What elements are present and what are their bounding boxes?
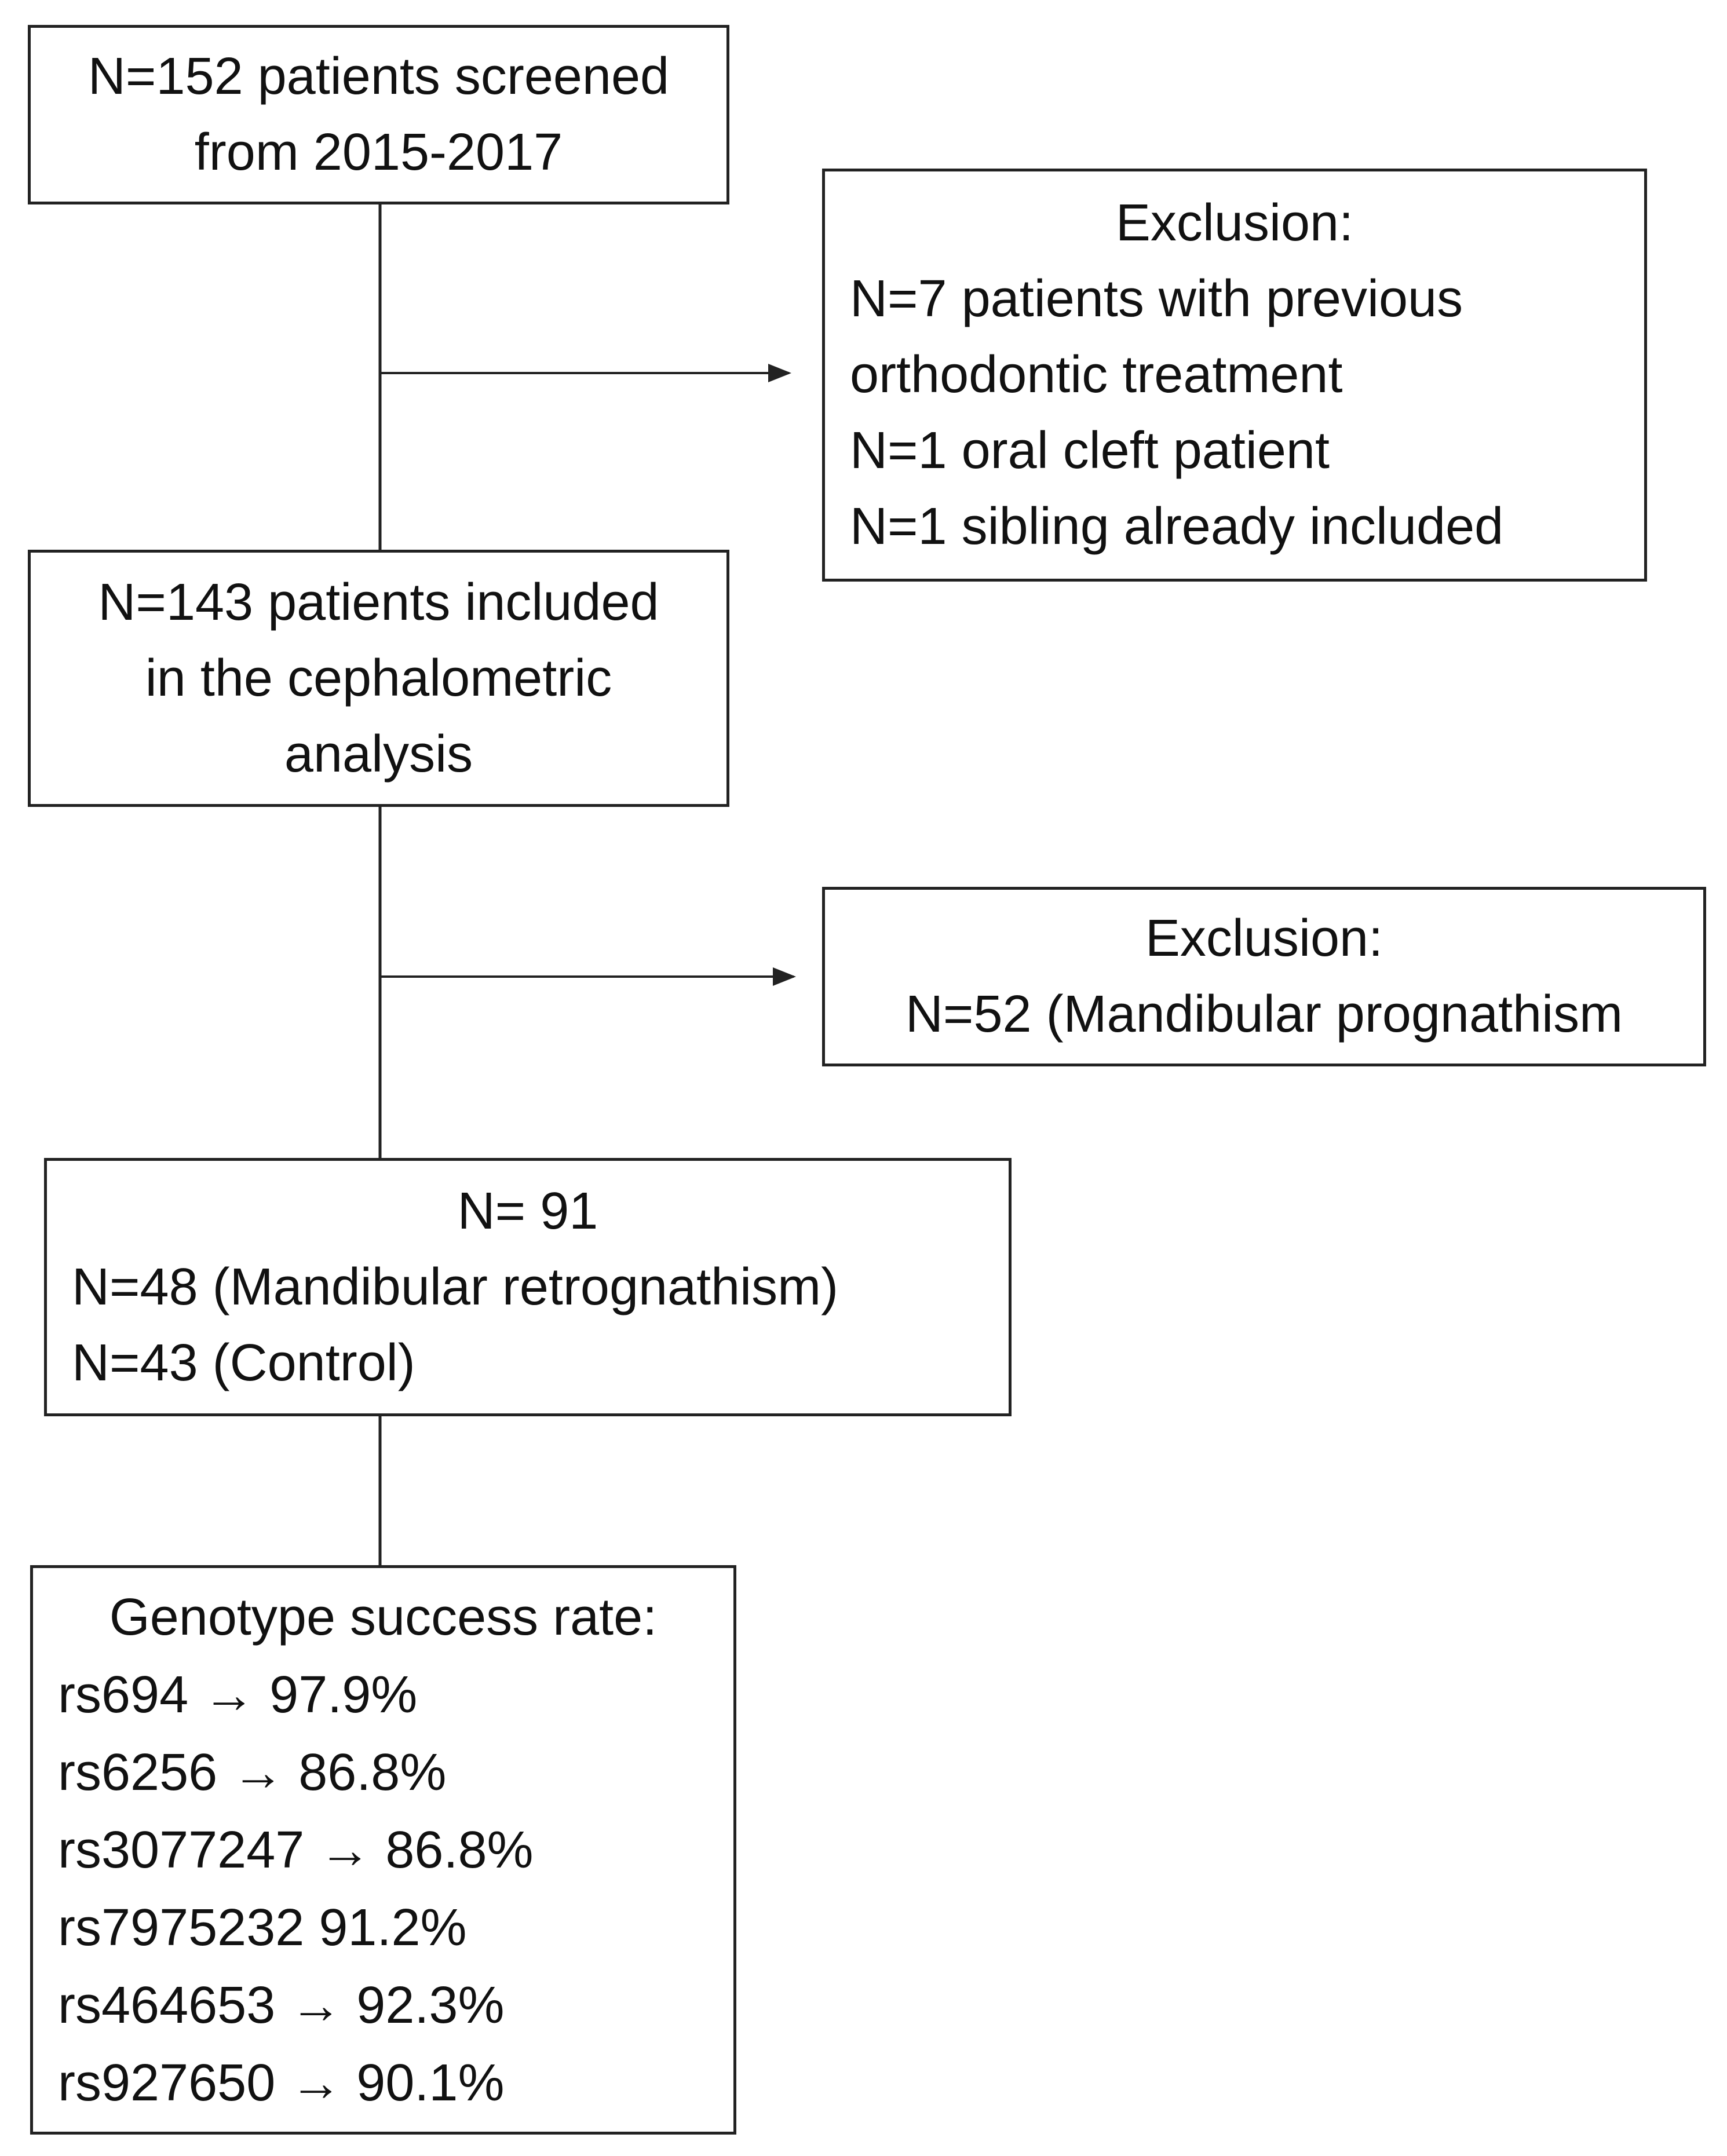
node-text: rs694 → 97.9% bbox=[58, 1665, 418, 1724]
node-text: N=1 oral cleft patient bbox=[850, 422, 1330, 480]
node: Exclusion: N=52 (Mandibular prognathism bbox=[822, 887, 1706, 1066]
node: Exclusion: N=7 patients with previous or… bbox=[822, 169, 1647, 582]
node-text: N=52 (Mandibular prognathism bbox=[905, 985, 1623, 1043]
node-text: from 2015-2017 bbox=[194, 123, 563, 181]
node-heading: N= 91 bbox=[457, 1182, 598, 1240]
node-text: analysis bbox=[284, 725, 473, 783]
node-text: rs7975232 91.2% bbox=[58, 1898, 467, 1957]
node-text: N=43 (Control) bbox=[72, 1333, 415, 1392]
node-text: rs927650 → 90.1% bbox=[58, 2053, 505, 2112]
node-text: N=143 patients included bbox=[98, 573, 659, 631]
node-text: N=48 (Mandibular retrognathism) bbox=[72, 1258, 839, 1316]
node: N=143 patients included in the cephalome… bbox=[28, 550, 729, 807]
node: N=152 patients screened from 2015-2017 bbox=[28, 25, 729, 204]
node-text: N=1 sibling already included bbox=[850, 498, 1504, 556]
node-text: orthodontic treatment bbox=[850, 346, 1343, 404]
node-text: N=7 patients with previous bbox=[850, 270, 1463, 328]
node: Genotype success rate: rs694 → 97.9% rs6… bbox=[30, 1565, 736, 2135]
node-text: N=152 patients screened bbox=[87, 47, 670, 105]
node-heading: Exclusion: bbox=[1115, 194, 1354, 252]
node-text: in the cephalometric bbox=[145, 649, 612, 707]
node-heading: Exclusion: bbox=[1145, 909, 1383, 967]
node-heading: Genotype success rate: bbox=[109, 1588, 658, 1646]
node-text: rs3077247 → 86.8% bbox=[58, 1821, 534, 1879]
node-text: rs464653 → 92.3% bbox=[58, 1976, 505, 2034]
node: N= 91 N=48 (Mandibular retrognathism) N=… bbox=[44, 1158, 1012, 1416]
node-text: rs6256 → 86.8% bbox=[58, 1743, 447, 1801]
